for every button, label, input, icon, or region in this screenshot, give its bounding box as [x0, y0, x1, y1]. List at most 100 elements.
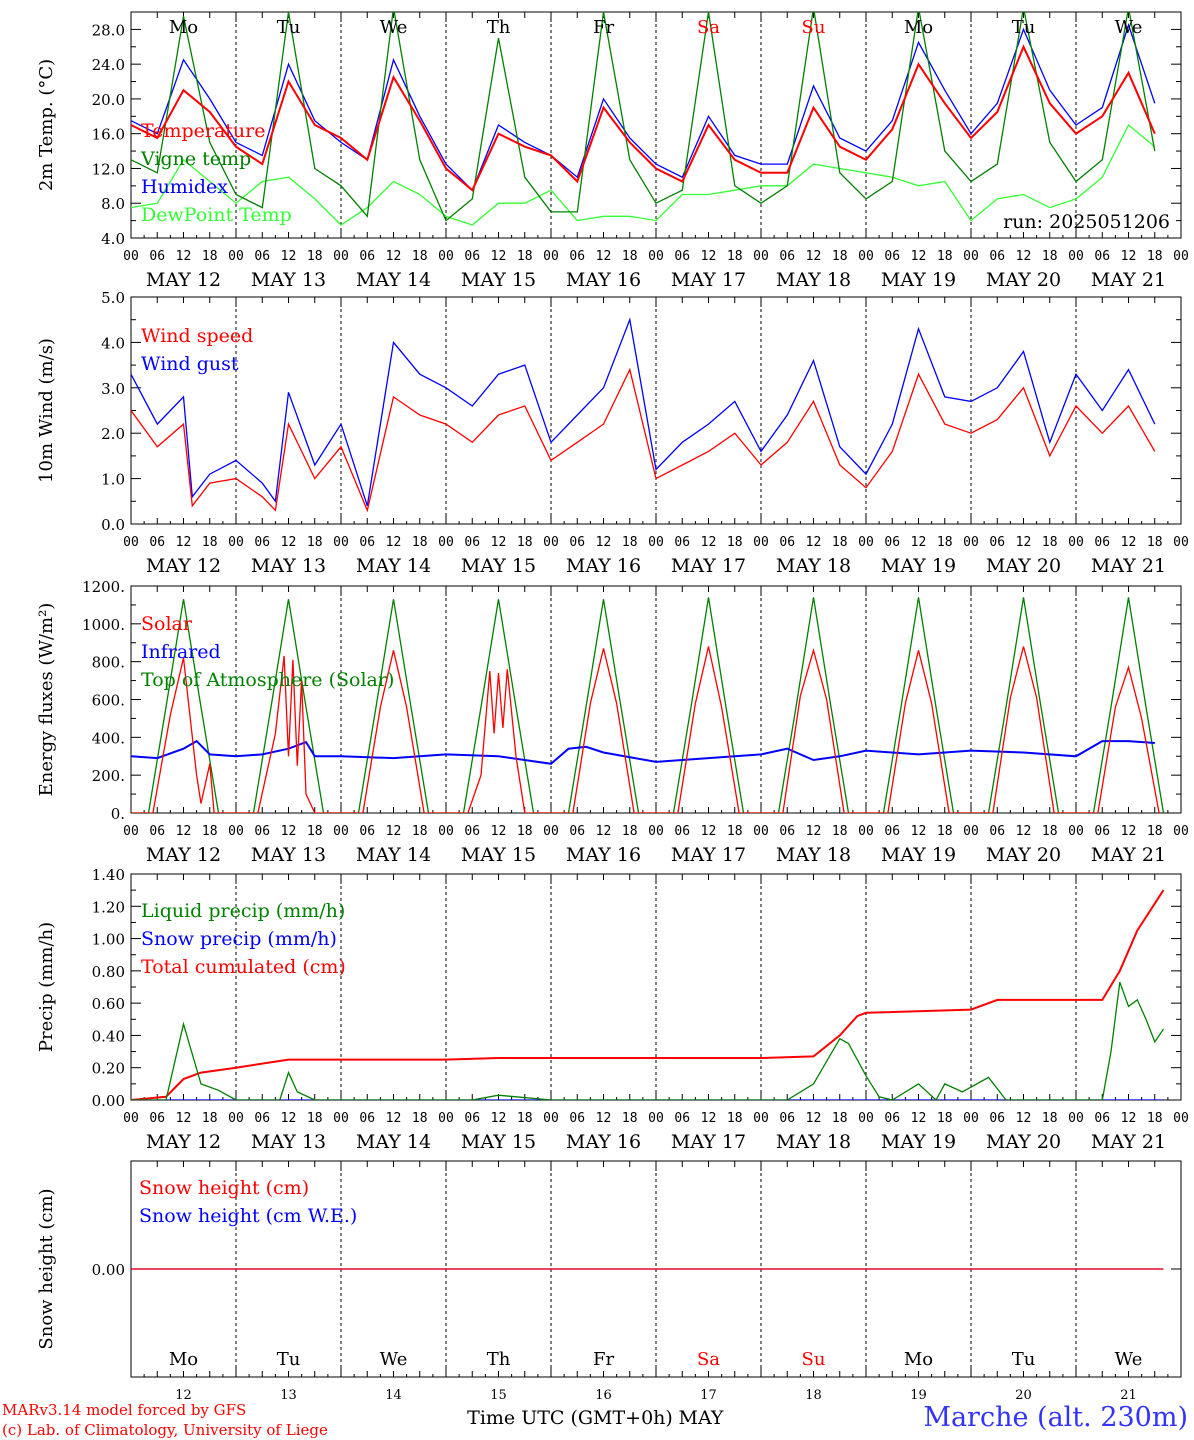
hour-tick-label: 12	[596, 249, 612, 264]
y-tick-label: 1000.	[82, 616, 125, 634]
hour-tick-label: 06	[989, 1111, 1005, 1126]
series-line-liquid-precip-mm-h	[131, 981, 1165, 1100]
date-label: MAY 16	[566, 269, 641, 291]
hour-tick-label: 00	[753, 824, 769, 839]
date-label: MAY 17	[671, 269, 746, 291]
date-label: MAY 18	[776, 844, 851, 866]
hour-tick-label: 18	[1042, 249, 1058, 264]
hour-tick-label: 18	[832, 249, 848, 264]
hour-tick-label: 00	[333, 535, 349, 550]
hour-tick-label: 18	[517, 824, 533, 839]
y-tick-label: 4.0	[101, 230, 125, 248]
hour-tick-label: 18	[307, 1111, 323, 1126]
hour-tick-label: 00	[648, 1111, 664, 1126]
date-label: MAY 21	[1091, 1131, 1166, 1153]
legend-entry: Humidex	[141, 176, 228, 198]
hour-tick-label: 12	[806, 249, 822, 264]
date-label: MAY 21	[1091, 555, 1166, 577]
hour-tick-label: 06	[1094, 535, 1110, 550]
y-tick-label: 4.0	[101, 334, 125, 352]
hour-tick-label: 06	[359, 1111, 375, 1126]
hour-tick-label: 00	[963, 249, 979, 264]
hour-tick-label: 18	[727, 824, 743, 839]
hour-tick-label: 12	[281, 249, 297, 264]
hour-tick-label: 00	[228, 249, 244, 264]
date-label: MAY 12	[146, 844, 221, 866]
series-line-temperature	[131, 44, 1156, 192]
legend-entry: Liquid precip (mm/h)	[141, 900, 345, 922]
day-name-label: We	[380, 17, 408, 38]
hour-tick-label: 06	[884, 249, 900, 264]
hour-tick-label: 00	[123, 824, 139, 839]
hour-tick-label: 18	[832, 824, 848, 839]
series-line-total-cumulated-cm	[131, 889, 1165, 1100]
hour-tick-label: 00	[648, 535, 664, 550]
y-axis-label: Precip (mm/h)	[36, 922, 57, 1052]
hour-tick-label: 12	[596, 824, 612, 839]
hour-tick-label: 12	[1121, 1111, 1137, 1126]
hour-tick-label: 06	[884, 824, 900, 839]
hour-tick-label: 06	[1094, 249, 1110, 264]
hour-tick-label: 18	[202, 1111, 218, 1126]
y-axis-label: Snow height (cm)	[36, 1188, 57, 1349]
hour-tick-label: 18	[1147, 249, 1163, 264]
hour-tick-label: 12	[386, 535, 402, 550]
panel-3: 00 06 12 18 00 06 12 18 00 06 12 18 00 06 12 18 00 06 12 18…	[36, 578, 1189, 866]
date-label: MAY 13	[251, 555, 326, 577]
hour-tick-label: 00	[228, 1111, 244, 1126]
y-axis-label: 2m Temp. (°C)	[36, 59, 57, 191]
hour-tick-label: 12	[701, 1111, 717, 1126]
run-annotation: run: 2025051206	[1003, 211, 1170, 233]
hour-tick-label: 06	[254, 1111, 270, 1126]
hour-tick-label: 12	[1016, 535, 1032, 550]
day-number-label: 14	[385, 1388, 402, 1403]
y-tick-label: 16.0	[92, 126, 125, 144]
date-label: MAY 14	[356, 555, 431, 577]
series-line-vigne-temp	[131, 12, 1156, 222]
day-name-label: Tu	[277, 17, 301, 38]
hour-tick-label: 06	[149, 824, 165, 839]
date-label: MAY 20	[986, 269, 1061, 291]
y-tick-label: 8.0	[101, 195, 125, 213]
legend-entry: Snow height (cm)	[139, 1177, 309, 1199]
hour-tick-label: 12	[1016, 824, 1032, 839]
hour-tick-label: 18	[622, 249, 638, 264]
day-name-label: We	[1115, 1349, 1143, 1370]
hour-tick-label: 18	[412, 1111, 428, 1126]
credit-lab: (c) Lab. of Climatology, University of L…	[2, 1421, 328, 1439]
hour-tick-label: 06	[989, 535, 1005, 550]
hour-tick-label: 00	[1173, 249, 1189, 264]
hour-tick-label: 06	[569, 1111, 585, 1126]
hour-tick-label: 06	[359, 824, 375, 839]
y-tick-label: 600.	[92, 692, 125, 710]
hour-tick-label: 12	[806, 1111, 822, 1126]
legend-entry: Wind speed	[141, 325, 253, 347]
hour-tick-label: 12	[386, 824, 402, 839]
day-number-label: 17	[700, 1388, 717, 1403]
day-name-label: Mo	[169, 17, 198, 38]
day-name-label: Fr	[593, 1349, 614, 1370]
date-label: MAY 14	[356, 1131, 431, 1153]
hour-tick-label: 18	[832, 535, 848, 550]
hour-tick-label: 12	[176, 1111, 192, 1126]
hour-tick-label: 18	[937, 1111, 953, 1126]
hour-tick-label: 18	[202, 535, 218, 550]
day-name-label: Su	[802, 17, 826, 38]
legend-entry: Snow precip (mm/h)	[141, 928, 337, 950]
hour-tick-label: 00	[858, 535, 874, 550]
hour-tick-label: 12	[176, 824, 192, 839]
hour-tick-label: 12	[491, 535, 507, 550]
hour-tick-label: 00	[753, 535, 769, 550]
legend-entry: Vigne temp	[140, 148, 251, 170]
hour-tick-label: 00	[228, 535, 244, 550]
date-label: MAY 17	[671, 1131, 746, 1153]
y-tick-label: 24.0	[92, 56, 125, 74]
hour-tick-label: 00	[333, 249, 349, 264]
y-tick-label: 0.	[111, 805, 125, 823]
hour-tick-label: 00	[963, 1111, 979, 1126]
hour-tick-label: 18	[517, 535, 533, 550]
hour-tick-label: 18	[1042, 535, 1058, 550]
hour-tick-label: 18	[412, 535, 428, 550]
x-axis-title: Time UTC (GMT+0h)	[467, 1407, 673, 1429]
hour-tick-label: 18	[517, 1111, 533, 1126]
